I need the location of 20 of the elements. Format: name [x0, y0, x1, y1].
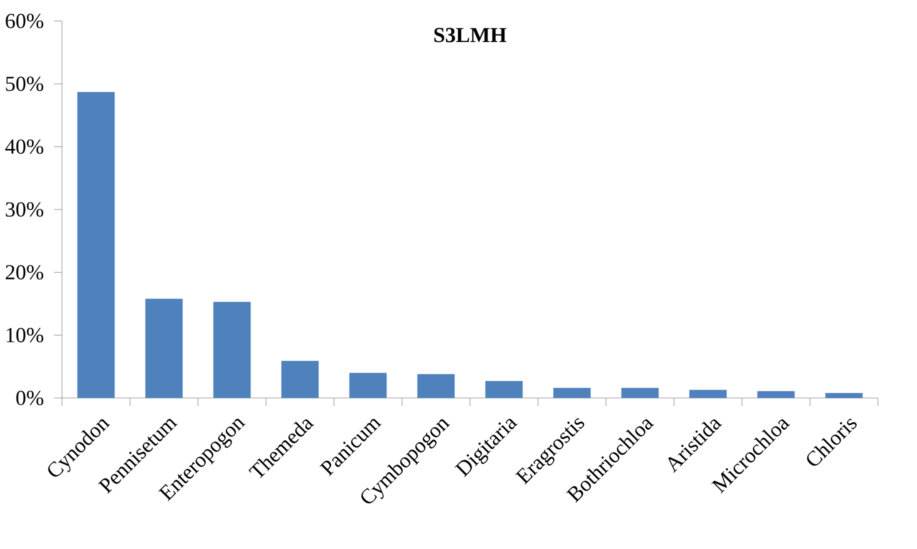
bar — [349, 372, 387, 398]
bar — [485, 381, 523, 398]
bar — [213, 302, 251, 398]
y-tick-label: 40% — [5, 139, 44, 154]
bar — [825, 392, 863, 398]
y-tick-label: 60% — [6, 14, 44, 28]
bar — [689, 390, 727, 398]
bar — [77, 92, 115, 398]
bar — [417, 374, 455, 398]
bar — [621, 388, 659, 398]
y-tick-label: 10% — [6, 328, 44, 342]
y-tick-label: 30% — [6, 202, 44, 217]
bar — [145, 298, 183, 398]
bar — [281, 360, 319, 398]
y-tick-label: 20% — [6, 265, 44, 280]
y-tick-label: 0% — [16, 390, 44, 406]
y-tick-label: 50% — [6, 76, 44, 92]
chart-title: S3LMH — [434, 28, 506, 42]
bar — [757, 391, 795, 398]
bar — [553, 388, 591, 398]
